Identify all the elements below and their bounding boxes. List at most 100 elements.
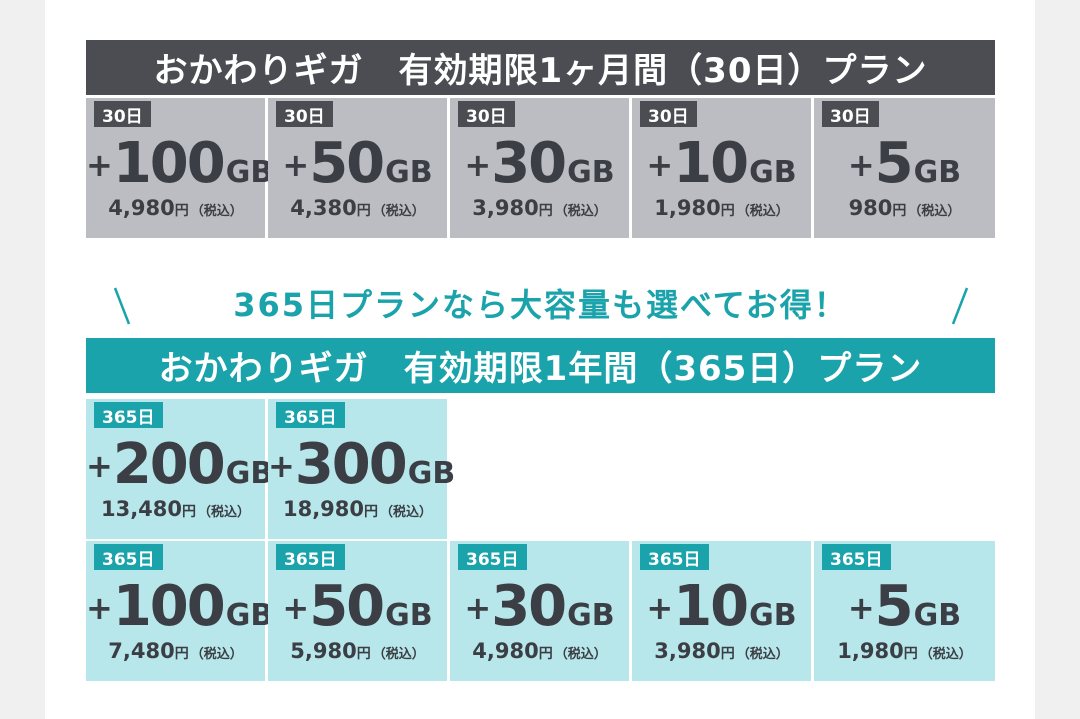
capacity-unit: GB xyxy=(225,155,274,190)
price: 3,980円 （税込） xyxy=(450,196,629,220)
price-amount: 7,480 xyxy=(108,639,175,663)
price-amount: 4,980 xyxy=(108,196,175,220)
plus-sign: + xyxy=(282,146,310,184)
price-amount: 3,980 xyxy=(472,196,539,220)
capacity-unit: GB xyxy=(225,598,274,633)
plus-sign: + xyxy=(646,589,674,627)
price-amount: 980 xyxy=(848,196,893,220)
plan-365-card-5gb[interactable]: 365日 +5GB 1,980円 （税込） xyxy=(814,541,995,681)
capacity: +100GB xyxy=(86,131,273,196)
tax-label: （税込） xyxy=(190,204,243,219)
plan-30-card-100gb[interactable]: 30日 +100GB 4,980円 （税込） xyxy=(86,98,273,238)
tax-label: （税込） xyxy=(554,204,607,219)
plan-365-card-300gb[interactable]: 365日 +300GB 18,980円 （税込） xyxy=(268,399,455,539)
capacity-amount: 30 xyxy=(491,131,567,196)
capacity: +30GB xyxy=(450,577,629,637)
capacity-unit: GB xyxy=(407,456,456,491)
yen-label: 円 xyxy=(720,646,735,662)
capacity-amount: 5 xyxy=(874,574,914,639)
capacity: +300GB xyxy=(268,435,455,495)
plus-sign: + xyxy=(464,146,492,184)
yen-label: 円 xyxy=(538,646,553,662)
duration-tag: 365日 xyxy=(276,402,345,428)
price: 4,380円 （税込） xyxy=(268,196,447,220)
plan-30-card-5gb[interactable]: 30日 +5GB 980円 （税込） xyxy=(814,98,995,238)
yen-label: 円 xyxy=(182,504,197,520)
capacity-amount: 50 xyxy=(309,574,385,639)
duration-tag: 365日 xyxy=(94,544,163,570)
promo-left-mark xyxy=(113,287,131,325)
price: 3,980円 （税込） xyxy=(632,639,811,663)
price: 5,980円 （税込） xyxy=(268,639,447,663)
tax-label: （税込） xyxy=(736,647,789,662)
price-amount: 5,980 xyxy=(290,639,357,663)
promo-right-mark xyxy=(951,287,969,325)
plan-365-card-50gb[interactable]: 365日 +50GB 5,980円 （税込） xyxy=(268,541,447,681)
plus-sign: + xyxy=(86,146,113,184)
duration-tag: 365日 xyxy=(276,544,345,570)
price-amount: 13,480 xyxy=(100,497,183,521)
plan-30-card-30gb[interactable]: 30日 +30GB 3,980円 （税込） xyxy=(450,98,629,238)
plan-365-card-30gb[interactable]: 365日 +30GB 4,980円 （税込） xyxy=(450,541,629,681)
capacity-unit: GB xyxy=(225,456,274,491)
tax-label: （税込） xyxy=(372,204,425,219)
plan-365-card-100gb[interactable]: 365日 +100GB 7,480円 （税込） xyxy=(86,541,273,681)
capacity-unit: GB xyxy=(567,155,615,190)
plan-30-card-10gb[interactable]: 30日 +10GB 1,980円 （税込） xyxy=(632,98,811,238)
price-amount: 18,980 xyxy=(282,497,365,521)
plan-30-title: おかわりギガ 有効期限1ヶ月間（30日）プラン xyxy=(86,40,995,95)
price-amount: 3,980 xyxy=(654,639,721,663)
plus-sign: + xyxy=(86,589,113,627)
capacity-unit: GB xyxy=(567,598,615,633)
capacity: +5GB xyxy=(814,577,995,637)
capacity: +50GB xyxy=(268,134,447,194)
capacity-amount: 100 xyxy=(112,131,226,196)
capacity: +10GB xyxy=(632,134,811,194)
capacity-unit: GB xyxy=(913,155,962,190)
yen-label: 円 xyxy=(356,203,371,219)
duration-tag: 30日 xyxy=(640,101,697,127)
duration-tag: 365日 xyxy=(458,544,527,570)
duration-tag: 30日 xyxy=(822,101,879,127)
plus-sign: + xyxy=(646,146,674,184)
capacity: +50GB xyxy=(268,577,447,637)
tax-label: （税込） xyxy=(554,647,607,662)
capacity-amount: 30 xyxy=(491,574,567,639)
capacity: +100GB xyxy=(86,574,273,639)
capacity-amount: 10 xyxy=(673,131,749,196)
yen-label: 円 xyxy=(174,203,189,219)
tax-label: （税込） xyxy=(908,204,961,219)
capacity-amount: 100 xyxy=(112,574,226,639)
plan-365-card-200gb[interactable]: 365日 +200GB 13,480円 （税込） xyxy=(86,399,273,539)
yen-label: 円 xyxy=(174,646,189,662)
price: 4,980円 （税込） xyxy=(86,196,265,220)
yen-label: 円 xyxy=(720,203,735,219)
duration-tag: 365日 xyxy=(822,544,891,570)
duration-tag: 30日 xyxy=(276,101,333,127)
plus-sign: + xyxy=(86,447,113,485)
tax-label: （税込） xyxy=(380,505,433,520)
tax-label: （税込） xyxy=(919,647,972,662)
capacity-amount: 50 xyxy=(309,131,385,196)
yen-label: 円 xyxy=(892,203,907,219)
plan-30-card-50gb[interactable]: 30日 +50GB 4,380円 （税込） xyxy=(268,98,447,238)
price: 1,980円 （税込） xyxy=(814,639,995,663)
yen-label: 円 xyxy=(356,646,371,662)
price-amount: 4,980 xyxy=(472,639,539,663)
capacity: +5GB xyxy=(814,134,995,194)
duration-tag: 365日 xyxy=(640,544,709,570)
capacity-unit: GB xyxy=(749,155,797,190)
capacity-unit: GB xyxy=(749,598,797,633)
plus-sign: + xyxy=(282,589,310,627)
capacity-amount: 10 xyxy=(673,574,749,639)
capacity-unit: GB xyxy=(385,155,433,190)
plan-365-card-10gb[interactable]: 365日 +10GB 3,980円 （税込） xyxy=(632,541,811,681)
capacity-amount: 5 xyxy=(874,131,914,196)
tax-label: （税込） xyxy=(190,647,243,662)
price: 18,980円 （税込） xyxy=(268,497,447,521)
plus-sign: + xyxy=(847,146,875,184)
price-amount: 4,380 xyxy=(290,196,357,220)
yen-label: 円 xyxy=(903,646,918,662)
price: 4,980円 （税込） xyxy=(450,639,629,663)
capacity: +30GB xyxy=(450,134,629,194)
